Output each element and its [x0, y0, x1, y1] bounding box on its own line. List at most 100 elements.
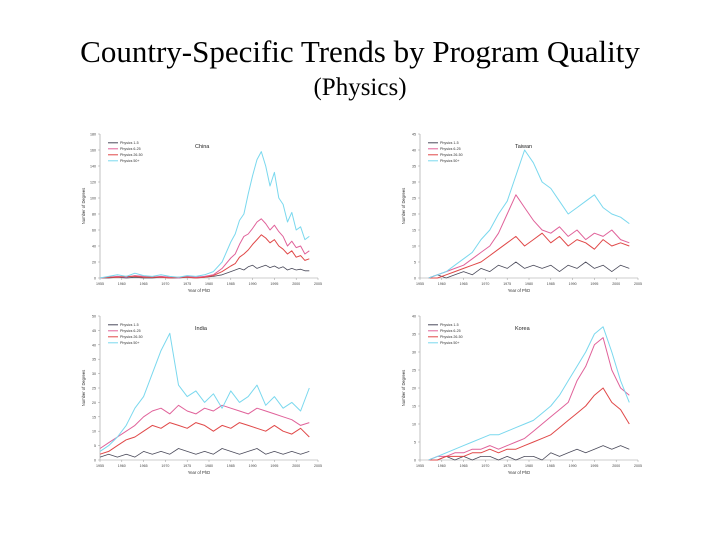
taiwan-y-tick-label: 25 [412, 197, 416, 201]
china-x-axis-label: Year of PhD [188, 288, 210, 293]
india-x-tick-label: 1965 [140, 464, 148, 468]
india-x-tick-label: 1955 [96, 464, 104, 468]
china-x-tick-label: 1990 [249, 282, 257, 286]
taiwan-x-tick-label: 1965 [460, 282, 468, 286]
taiwan-y-tick-label: 45 [412, 133, 416, 137]
korea-x-tick-label: 1955 [416, 464, 424, 468]
korea-y-tick-label: 25 [412, 369, 416, 373]
india-legend-label: Physics 26-50 [120, 335, 143, 339]
korea-y-axis-label: Number of Degrees [401, 370, 406, 407]
china-legend-label: Physics 26-50 [120, 153, 143, 157]
india-chart: 0 5 10 15 20 25 30 35 40 45 50 1955 1960 1965 1970 1975… [81, 315, 322, 476]
taiwan-y-tick-label: 5 [414, 261, 416, 265]
korea-legend-label: Physics 50+ [440, 341, 459, 345]
china-country-label: China [195, 144, 210, 150]
india-country-label: India [195, 326, 208, 332]
india-x-tick-label: 1995 [270, 464, 278, 468]
india-y-tick-label: 20 [92, 401, 96, 405]
india-x-tick-label: 1980 [205, 464, 213, 468]
china-y-tick-label: 160 [90, 149, 96, 153]
china-series-physics-50 [99, 151, 310, 279]
china-y-tick-label: 100 [90, 197, 96, 201]
india-x-tick-label: 1970 [161, 464, 169, 468]
india-y-tick-label: 10 [92, 430, 96, 434]
taiwan-series-physics-1-5 [428, 261, 630, 279]
korea-x-tick-label: 1980 [525, 464, 533, 468]
taiwan-legend-label: Physics 50+ [440, 159, 459, 163]
taiwan-y-tick-label: 35 [412, 165, 416, 169]
slide-subtitle: (Physics) [313, 74, 407, 101]
china-x-tick-label: 1985 [227, 282, 235, 286]
india-series-physics-50 [99, 332, 310, 452]
china-chart: 0 20 40 60 80 100 120 140 160 180 1955 1960 1965 1970… [81, 133, 322, 294]
taiwan-series-physics-26-50 [428, 232, 630, 279]
india-y-tick-label: 30 [92, 372, 96, 376]
korea-x-tick-label: 1965 [460, 464, 468, 468]
china-y-tick-label: 120 [90, 181, 96, 185]
china-x-tick-label: 1975 [183, 282, 191, 286]
india-x-tick-label: 2005 [314, 464, 322, 468]
slide-title: Country-Specific Trends by Program Quali… [80, 34, 640, 69]
taiwan-x-tick-label: 2005 [634, 282, 642, 286]
taiwan-x-tick-label: 1955 [416, 282, 424, 286]
taiwan-series-physics-50 [428, 149, 630, 279]
korea-legend-label: Physics 6-25 [440, 329, 461, 333]
taiwan-x-tick-label: 1990 [569, 282, 577, 286]
korea-chart: 0 5 10 15 20 25 30 35 40 1955 1960 1965 1970 1975 1980… [401, 315, 642, 476]
taiwan-country-label: Taiwan [515, 144, 532, 150]
china-y-axis-label: Number of Degrees [81, 188, 86, 225]
china-x-tick-label: 1955 [96, 282, 104, 286]
india-x-tick-label: 1985 [227, 464, 235, 468]
india-y-tick-label: 15 [92, 415, 96, 419]
india-series-physics-1-5 [99, 448, 310, 458]
china-y-tick-label: 80 [92, 213, 96, 217]
korea-y-tick-label: 20 [412, 387, 416, 391]
china-x-tick-label: 1980 [205, 282, 213, 286]
taiwan-x-tick-label: 1960 [438, 282, 446, 286]
chart-panel-india: 0 5 10 15 20 25 30 35 40 45 50 1955 1960 1965 1970 1975… [78, 310, 326, 478]
korea-series-physics-26-50 [428, 387, 630, 461]
taiwan-x-tick-label: 1970 [481, 282, 489, 286]
taiwan-chart: 0 5 10 15 20 25 30 35 40 45 1955 1960 1965 1970 1975 19… [401, 133, 642, 294]
china-x-tick-label: 1960 [118, 282, 126, 286]
china-x-tick-label: 1995 [270, 282, 278, 286]
india-x-tick-label: 1990 [249, 464, 257, 468]
china-y-tick-label: 180 [90, 133, 96, 137]
taiwan-legend-label: Physics 6-25 [440, 147, 461, 151]
china-legend: Physics 1-5 Physics 6-25 Physics 26-50 Phys… [108, 141, 143, 163]
taiwan-x-tick-label: 1980 [525, 282, 533, 286]
india-y-tick-label: 5 [94, 444, 96, 448]
korea-series-physics-50 [428, 326, 630, 461]
india-legend-label: Physics 1-5 [120, 323, 139, 327]
india-y-tick-label: 50 [92, 315, 96, 319]
china-series-physics-26-50 [99, 234, 310, 279]
korea-y-tick-label: 5 [414, 441, 416, 445]
india-y-tick-label: 25 [92, 387, 96, 391]
india-series-physics-26-50 [99, 422, 310, 455]
china-series-physics-6-25 [99, 218, 310, 279]
taiwan-x-tick-label: 1985 [547, 282, 555, 286]
taiwan-y-tick-label: 15 [412, 229, 416, 233]
china-y-tick-label: 40 [92, 245, 96, 249]
korea-country-label: Korea [515, 326, 531, 332]
korea-x-tick-label: 1995 [590, 464, 598, 468]
taiwan-y-axis-label: Number of Degrees [401, 188, 406, 225]
korea-legend-label: Physics 26-50 [440, 335, 463, 339]
china-y-tick-label: 0 [94, 277, 96, 281]
korea-y-tick-label: 40 [412, 315, 416, 319]
korea-y-tick-label: 0 [414, 459, 416, 463]
india-y-axis-label: Number of Degrees [81, 370, 86, 407]
taiwan-x-tick-label: 2000 [612, 282, 620, 286]
taiwan-y-tick-label: 40 [412, 149, 416, 153]
korea-y-tick-label: 35 [412, 333, 416, 337]
india-y-tick-label: 0 [94, 459, 96, 463]
china-y-tick-label: 140 [90, 165, 96, 169]
korea-y-tick-label: 10 [412, 423, 416, 427]
taiwan-y-tick-label: 0 [414, 277, 416, 281]
korea-y-tick-label: 30 [412, 351, 416, 355]
india-legend-label: Physics 50+ [120, 341, 139, 345]
chart-panel-korea: 0 5 10 15 20 25 30 35 40 1955 1960 1965 1970 1975 1980… [398, 310, 646, 478]
china-x-tick-label: 1970 [161, 282, 169, 286]
china-series-physics-1-5 [100, 264, 310, 279]
korea-x-tick-label: 2005 [634, 464, 642, 468]
